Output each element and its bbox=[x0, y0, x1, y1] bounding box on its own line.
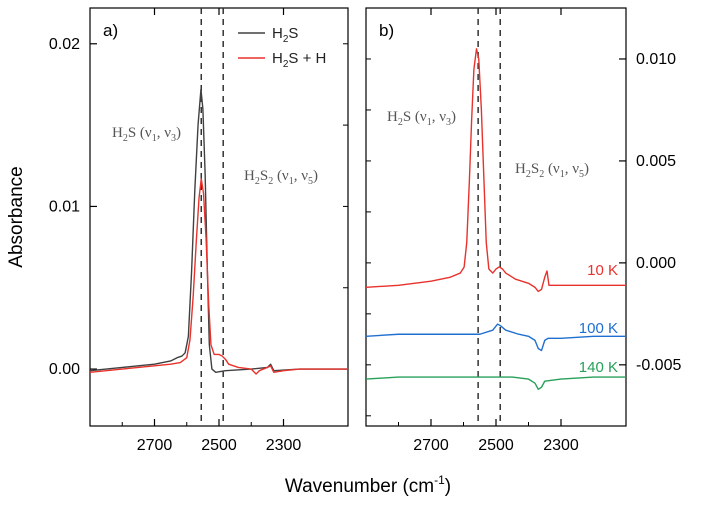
panel-a-data: 2700 2500 2300 0.00 0.01 0.02 bbox=[49, 8, 348, 454]
x-tick-label-b-0: 2700 bbox=[413, 437, 449, 454]
series-line-a-1 bbox=[89, 178, 348, 375]
x-tick-label-a-0: 2700 bbox=[137, 437, 173, 454]
temp-label-140k: 140 K bbox=[579, 359, 618, 376]
temp-label-100k: 100 K bbox=[579, 320, 618, 337]
annotation-h2s-a: H2S (ν1, ν3) bbox=[112, 125, 181, 144]
panel-b: 2700 2500 2300 0.010 0.005 0.000 -0.005 b) H2S… bbox=[365, 7, 681, 454]
annotation-h2s-b: H2S (ν1, ν3) bbox=[387, 109, 456, 128]
x-tick-label-a-1: 2500 bbox=[201, 437, 237, 454]
y-tick-label-b-3: -0.005 bbox=[636, 357, 681, 374]
y-tick-label-b-0: 0.010 bbox=[636, 51, 676, 68]
series-line-b-2 bbox=[365, 376, 626, 390]
y-tick-label-b-1: 0.005 bbox=[636, 153, 676, 170]
series-line-b-1 bbox=[365, 323, 626, 352]
panel-b-data: 2700 2500 2300 0.010 0.005 0.000 -0.005 bbox=[365, 8, 681, 454]
x-tick-label-b-1: 2500 bbox=[478, 437, 514, 454]
panel-b-label: b) bbox=[379, 21, 394, 40]
x-axis-label: Wavenumber (cm-1) bbox=[285, 473, 451, 497]
x-tick-label-b-2: 2300 bbox=[543, 437, 579, 454]
legend-label-h2s: H2S bbox=[272, 25, 298, 45]
series-line-b-0 bbox=[365, 48, 626, 293]
y-tick-label-a-2: 0.02 bbox=[49, 36, 80, 53]
y-tick-label-b-2: 0.000 bbox=[636, 255, 676, 272]
panel-a-label: a) bbox=[103, 21, 118, 40]
legend: H2S H2S + H bbox=[238, 25, 326, 70]
temp-label-10k: 10 K bbox=[587, 262, 618, 279]
y-tick-label-a-0: 0.00 bbox=[49, 361, 80, 378]
annotation-h2s2-a: H2S2 (ν1, ν5) bbox=[244, 168, 318, 187]
annotation-h2s2-b: H2S2 (ν1, ν5) bbox=[515, 161, 589, 180]
y-axis-label: Absorbance bbox=[6, 166, 27, 267]
y-tick-label-a-1: 0.01 bbox=[49, 198, 80, 215]
panel-a-frame bbox=[89, 7, 349, 427]
legend-label-h2s-h: H2S + H bbox=[272, 50, 326, 70]
x-tick-label-a-2: 2300 bbox=[266, 437, 302, 454]
